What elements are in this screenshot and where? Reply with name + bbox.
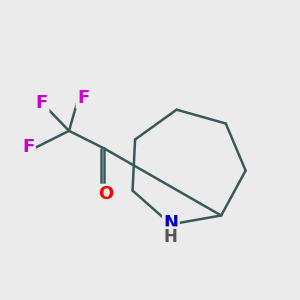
Text: O: O <box>98 185 113 203</box>
Text: N: N <box>164 214 178 232</box>
Text: H: H <box>164 228 178 246</box>
Text: F: F <box>22 138 34 156</box>
Text: F: F <box>36 94 48 112</box>
Text: F: F <box>77 89 89 107</box>
